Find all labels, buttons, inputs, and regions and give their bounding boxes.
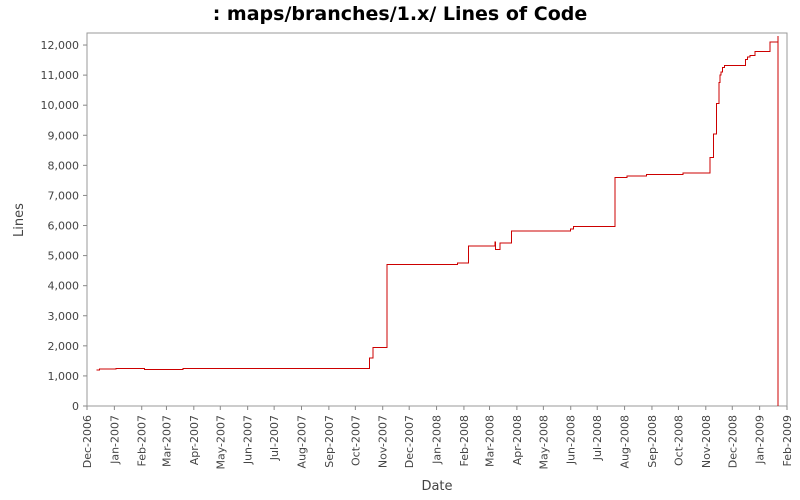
x-tick-label: May-2007 bbox=[214, 415, 227, 470]
x-tick-label: Aug-2007 bbox=[296, 415, 309, 468]
x-tick-label: Apr-2008 bbox=[511, 415, 524, 465]
x-tick-label: Nov-2008 bbox=[700, 415, 713, 468]
chart-title: : maps/branches/1.x/ Lines of Code bbox=[213, 3, 588, 25]
x-tick-label: Jan-2008 bbox=[431, 415, 444, 465]
y-tick-label: 5,000 bbox=[48, 250, 80, 263]
y-tick-label: 2,000 bbox=[48, 340, 80, 353]
series-line bbox=[96, 36, 779, 406]
x-tick-label: May-2008 bbox=[537, 415, 550, 470]
y-tick-label: 12,000 bbox=[41, 39, 80, 52]
y-tick-label: 6,000 bbox=[48, 220, 80, 233]
x-tick-label: Jan-2009 bbox=[754, 415, 767, 465]
x-axis-label: Date bbox=[421, 479, 452, 494]
x-tick-label: Jul-2007 bbox=[268, 415, 281, 461]
x-tick-label: Nov-2007 bbox=[377, 415, 390, 468]
y-axis: 0 1,000 2,000 3,000 4,000 5,000 6,000 7,000 8,00… bbox=[41, 39, 87, 413]
x-tick-label: Dec-2006 bbox=[81, 415, 94, 468]
x-tick-label: Mar-2007 bbox=[160, 415, 173, 467]
x-tick-label: Jul-2008 bbox=[591, 415, 604, 461]
x-tick-label: Oct-2008 bbox=[672, 415, 685, 466]
x-tick-label: Jan-2007 bbox=[108, 415, 121, 465]
y-tick-label: 4,000 bbox=[48, 280, 80, 293]
y-tick-label: 9,000 bbox=[48, 129, 80, 142]
y-axis-label: Lines bbox=[12, 203, 27, 237]
x-tick-label: Oct-2007 bbox=[349, 415, 362, 466]
y-tick-label: 11,000 bbox=[41, 69, 80, 82]
y-tick-label: 0 bbox=[72, 400, 79, 413]
y-tick-label: 8,000 bbox=[48, 159, 80, 172]
x-tick-label: Mar-2008 bbox=[484, 415, 497, 467]
x-tick-label: Apr-2007 bbox=[188, 415, 201, 465]
x-tick-label: Sep-2008 bbox=[646, 415, 659, 468]
x-tick-label: Dec-2008 bbox=[726, 415, 739, 468]
x-tick-label: Aug-2008 bbox=[619, 415, 632, 468]
y-tick-label: 3,000 bbox=[48, 310, 80, 323]
y-tick-label: 1,000 bbox=[48, 370, 80, 383]
x-tick-label: Feb-2008 bbox=[458, 415, 471, 466]
x-tick-label: Feb-2009 bbox=[781, 415, 794, 466]
x-tick-label: Sep-2007 bbox=[323, 415, 336, 468]
x-tick-label: Dec-2007 bbox=[403, 415, 416, 468]
x-tick-label: Jun-2008 bbox=[565, 415, 578, 465]
x-axis: Dec-2006 Jan-2007 Feb-2007 Mar-2007 Apr-2007… bbox=[81, 406, 794, 470]
series-layer bbox=[96, 36, 779, 406]
x-tick-label: Jun-2007 bbox=[242, 415, 255, 465]
y-tick-label: 10,000 bbox=[41, 99, 80, 112]
y-tick-label: 7,000 bbox=[48, 189, 80, 202]
x-tick-label: Feb-2007 bbox=[136, 415, 149, 466]
plot-area bbox=[86, 32, 788, 407]
